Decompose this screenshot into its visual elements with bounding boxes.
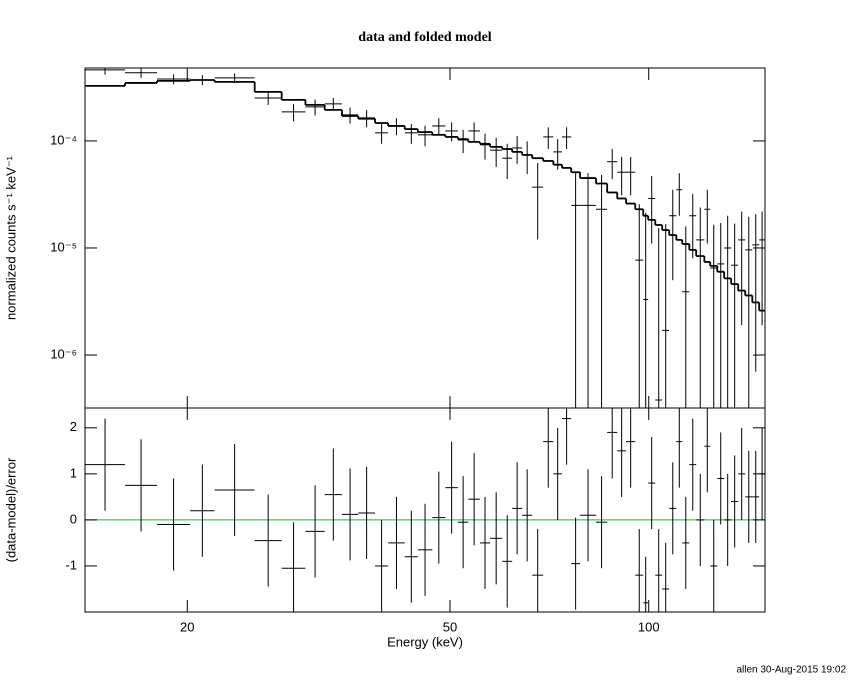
y-tick-label: 2 — [70, 419, 77, 434]
footer: allen 30-Aug-2015 19:02 — [736, 665, 846, 676]
y-tick-label: 10⁻⁴ — [50, 132, 77, 147]
chart-title: data and folded model — [358, 30, 492, 45]
y-axis-label: (data-model)/error — [3, 457, 18, 562]
y-tick-label: 1 — [70, 465, 77, 480]
top-plot-area — [85, 68, 765, 408]
x-tick-label: 20 — [180, 619, 194, 634]
x-axis-label: Energy (keV) — [387, 634, 463, 649]
x-tick-label: 50 — [443, 619, 457, 634]
x-tick-label: 100 — [638, 619, 660, 634]
bottom-plot-area — [85, 408, 765, 612]
y-axis-label: normalized counts s⁻¹ keV⁻¹ — [3, 155, 18, 320]
y-tick-label: 10⁻⁶ — [50, 346, 77, 361]
bottom-frame — [84, 407, 766, 613]
y-tick-label: 10⁻⁵ — [50, 239, 77, 254]
axes: 10⁻⁶ 10⁻⁵ 10⁻⁴ -1 0 1 2 20 50 100 — [50, 68, 765, 634]
y-tick-label: -1 — [65, 557, 77, 572]
y-tick-label: 0 — [70, 511, 77, 526]
top-frame — [84, 67, 766, 409]
